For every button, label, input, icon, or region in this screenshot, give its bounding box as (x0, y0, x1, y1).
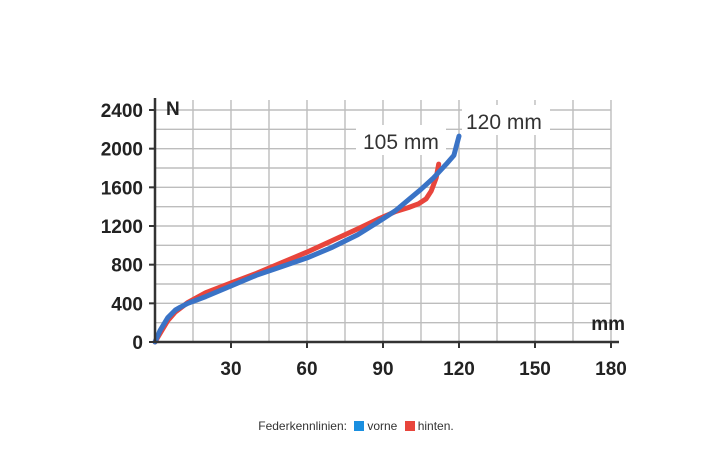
annotation-bg (356, 125, 446, 155)
series-line-hinten (152, 161, 442, 345)
x-tick-label: 30 (220, 359, 241, 380)
annotations: 105 mm 120 mm (356, 105, 550, 155)
y-tick-label: 2400 (101, 101, 143, 122)
annotation-label: 120 mm (466, 111, 542, 134)
y-unit-label: N (166, 99, 180, 120)
y-tick-label: 0 (132, 333, 143, 354)
y-tick-label: 800 (111, 256, 143, 277)
annotation-label: 105 mm (363, 131, 439, 154)
x-tick-labels: 30 60 90 120 150 180 (220, 359, 626, 380)
legend-label-hinten: hinten. (417, 419, 454, 433)
x-unit-label: mm (591, 314, 625, 335)
legend: Federkennlinien: vorne hinten. (0, 419, 712, 433)
axes (149, 98, 619, 348)
x-tick-label: 90 (372, 359, 393, 380)
y-tick-label: 1600 (101, 178, 143, 199)
x-tick-label: 150 (519, 359, 551, 380)
legend-swatch-hinten (404, 421, 415, 431)
y-tick-labels: 0 400 800 1200 1600 2000 2400 (101, 101, 143, 354)
legend-prefix: Federkennlinien: (258, 419, 347, 433)
y-tick-label: 400 (111, 294, 143, 315)
series-line-vorne (152, 133, 462, 345)
legend-label-vorne: vorne (367, 419, 398, 433)
x-tick-label: 60 (296, 359, 317, 380)
series-lines (152, 133, 462, 345)
x-tick-label: 180 (595, 359, 627, 380)
x-tick-label: 120 (443, 359, 475, 380)
legend-swatch-vorne (354, 421, 365, 431)
y-tick-label: 1200 (101, 217, 143, 238)
y-tick-label: 2000 (101, 140, 143, 161)
annotation-bg (462, 105, 550, 135)
